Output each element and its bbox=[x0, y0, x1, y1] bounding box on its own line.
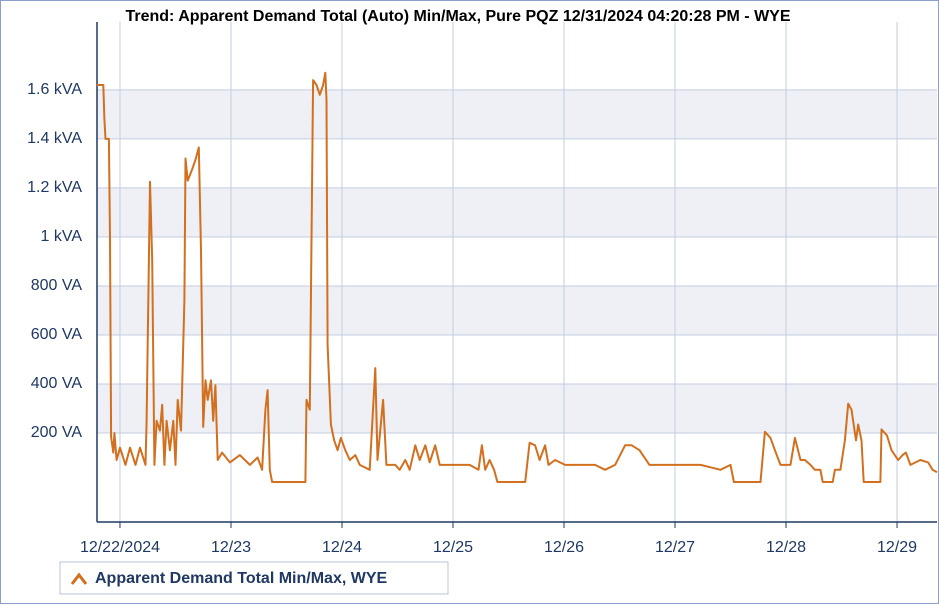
x-tick-label: 12/24 bbox=[322, 539, 362, 556]
y-tick-label: 1 kVA bbox=[41, 228, 83, 245]
x-tick-label: 12/26 bbox=[544, 539, 584, 556]
grid-band bbox=[97, 89, 937, 139]
legend[interactable] bbox=[59, 561, 449, 595]
chart-title: Trend: Apparent Demand Total (Auto) Min/… bbox=[125, 8, 790, 25]
x-tick-label: 12/28 bbox=[766, 539, 806, 556]
x-tick-label: 12/23 bbox=[211, 539, 251, 556]
x-tick-label: 12/27 bbox=[655, 539, 695, 556]
grid-band bbox=[97, 384, 937, 434]
y-tick-label: 400 VA bbox=[31, 375, 83, 392]
grid-band bbox=[97, 285, 937, 335]
series-line bbox=[96, 71, 938, 483]
y-tick-label: 1.2 kVA bbox=[27, 179, 82, 196]
y-tick-label: 800 VA bbox=[31, 277, 83, 294]
y-tick-label: 200 VA bbox=[31, 424, 83, 441]
x-tick-label: 12/29 bbox=[877, 539, 917, 556]
grid-band bbox=[97, 187, 937, 237]
x-tick-label: 12/25 bbox=[433, 539, 473, 556]
legend-label: Apparent Demand Total Min/Max, WYE bbox=[95, 570, 388, 587]
x-tick-label: 12/22/2024 bbox=[80, 539, 160, 556]
y-tick-label: 600 VA bbox=[31, 326, 83, 343]
legend-icon bbox=[70, 572, 88, 585]
y-tick-label: 1.4 kVA bbox=[27, 130, 82, 147]
y-tick-label: 1.6 kVA bbox=[27, 81, 82, 98]
